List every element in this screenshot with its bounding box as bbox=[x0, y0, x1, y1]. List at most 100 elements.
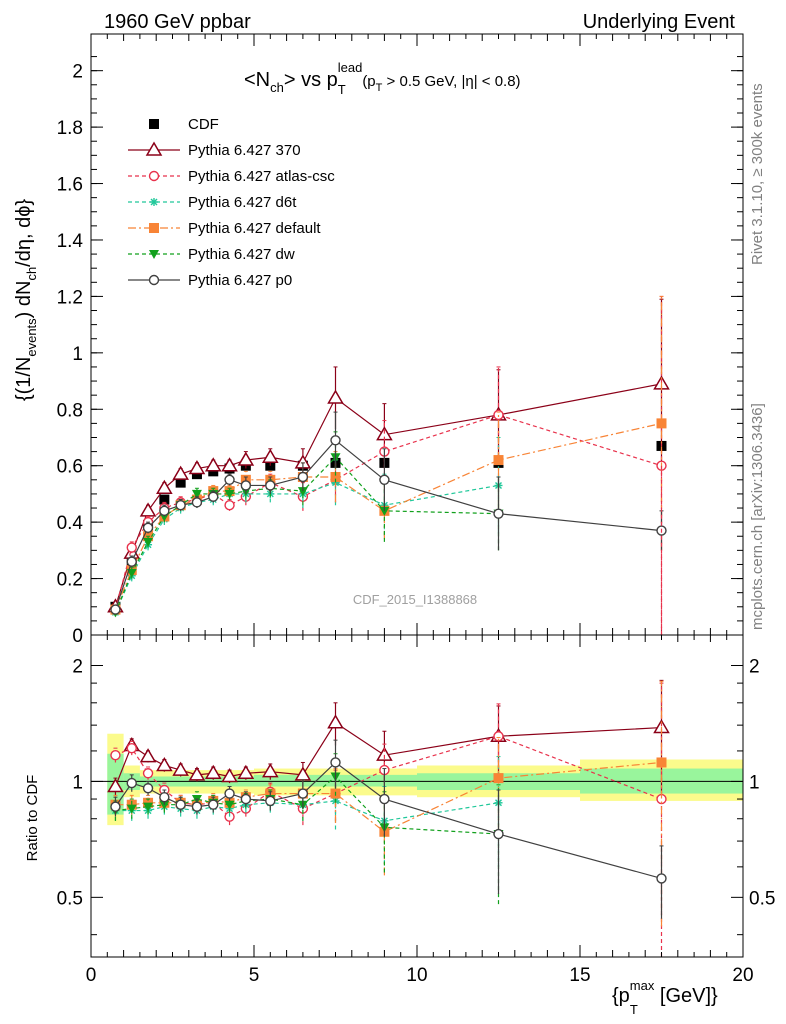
legend-entry: Pythia 6.427 atlas-csc bbox=[128, 168, 335, 185]
main-data-point bbox=[327, 389, 344, 404]
ratio-data-point bbox=[159, 800, 170, 810]
main-data-point bbox=[265, 480, 276, 491]
main-data-point bbox=[204, 457, 222, 472]
ratio-data-point bbox=[156, 756, 173, 772]
main-data-point bbox=[188, 460, 206, 475]
main-data-point bbox=[493, 455, 504, 466]
ratio-data-point bbox=[142, 768, 154, 779]
main-series-4 bbox=[110, 295, 667, 615]
main-data-point bbox=[172, 465, 189, 480]
main-data-point bbox=[126, 542, 137, 553]
main-data-point bbox=[139, 502, 157, 517]
ratio-panel: 0 5 10 15 20 0.5 1 2 0.5 1 2 bbox=[57, 634, 775, 986]
ratio-y-tick-label: 2 bbox=[72, 656, 83, 677]
ratio-data-point bbox=[221, 767, 238, 783]
plot-title-sub: ch bbox=[270, 80, 284, 95]
legend-entry: Pythia 6.427 default bbox=[128, 220, 321, 237]
ratio-series-5 bbox=[110, 739, 667, 919]
main-data-point bbox=[224, 474, 235, 486]
header-right: Underlying Event bbox=[583, 11, 736, 33]
ratio-y-axis-label: Ratio to CDF bbox=[24, 775, 41, 862]
main-data-point bbox=[159, 505, 170, 517]
plot-title-mid: > vs p bbox=[284, 69, 338, 91]
plot-title-cuts-rest: > 0.5 GeV, |η| < 0.8) bbox=[382, 73, 520, 90]
x-tick-label: 5 bbox=[249, 965, 260, 986]
main-y-tick-label: 0 bbox=[72, 626, 83, 647]
xlabel-sup: max bbox=[630, 978, 655, 993]
ratio-data-point bbox=[172, 761, 189, 776]
main-y-tick-label: 1.4 bbox=[57, 231, 84, 252]
main-data-point bbox=[240, 480, 252, 491]
ratio-data-point bbox=[139, 748, 157, 763]
main-y-tick-label: 2 bbox=[72, 62, 83, 83]
main-y-axis-label: {(1/Nevents) dNch/dη, dϕ} bbox=[13, 199, 39, 402]
ratio-data-point bbox=[143, 802, 154, 812]
ylabel-sub1: events bbox=[24, 318, 39, 357]
legend-entry: CDF bbox=[149, 116, 219, 133]
main-data-point bbox=[297, 471, 309, 483]
legend-label: Pythia 6.427 d6t bbox=[188, 194, 297, 211]
main-y-tick-label: 1 bbox=[72, 344, 83, 365]
ratio-data-point bbox=[224, 788, 235, 799]
rivet-label: Rivet 3.1.10, ≥ 300k events bbox=[749, 83, 766, 265]
legend-marker bbox=[149, 250, 159, 259]
ratio-data-point bbox=[376, 746, 393, 761]
x-tick-label: 10 bbox=[406, 965, 427, 986]
main-data-point bbox=[224, 489, 235, 499]
ratio-data-point bbox=[204, 764, 222, 780]
legend-entry: Pythia 6.427 d6t bbox=[128, 194, 297, 211]
main-data-point bbox=[330, 435, 341, 446]
legend-marker bbox=[149, 119, 159, 129]
main-y-tick-label: 1.6 bbox=[57, 175, 83, 196]
main-data-point bbox=[156, 479, 173, 495]
legend-entry: Pythia 6.427 dw bbox=[128, 246, 295, 263]
main-data-point bbox=[237, 451, 255, 466]
legend-marker bbox=[148, 274, 160, 286]
plot-title: <Nch> vs pTlead(pT > 0.5 GeV, |η| < 0.8) bbox=[244, 60, 521, 97]
ylabel-sub2: ch bbox=[24, 267, 39, 281]
ratio-data-point bbox=[224, 800, 235, 810]
x-axis-label: {pTmax [GeV]} bbox=[612, 978, 718, 1017]
main-y-tick-label: 0.8 bbox=[57, 400, 83, 421]
main-data-point bbox=[493, 409, 504, 421]
ratio-data-point bbox=[297, 788, 309, 799]
ratio-y-tick-label: 0.5 bbox=[57, 888, 83, 909]
legend-marker bbox=[149, 223, 159, 233]
ratio-data-point bbox=[237, 764, 255, 780]
ratio-data-point bbox=[330, 757, 341, 768]
ratio-data-point bbox=[126, 777, 137, 789]
ratio-data-point bbox=[142, 783, 154, 794]
legend-entry: Pythia 6.427 370 bbox=[128, 141, 301, 159]
xlabel-p2: [GeV]} bbox=[654, 985, 718, 1007]
plot-title-sub2: T bbox=[338, 82, 346, 97]
main-panel: 0 0.2 0.4 0.6 0.8 1 1.2 1.4 1.6 1.8 2 bbox=[57, 33, 744, 647]
legend-label: Pythia 6.427 default bbox=[188, 220, 321, 237]
ratio-data-point bbox=[188, 766, 206, 781]
ratio-data-point bbox=[126, 804, 137, 814]
main-y-tick-label: 0.2 bbox=[57, 570, 83, 591]
legend-marker bbox=[145, 141, 163, 156]
main-data-point bbox=[208, 491, 219, 502]
ratio-data-point bbox=[327, 714, 344, 729]
ratio-data-point bbox=[493, 828, 504, 840]
x-tick-label: 15 bbox=[569, 965, 590, 986]
ratio-content bbox=[91, 679, 743, 957]
main-data-point bbox=[191, 497, 203, 508]
ratio-data-point bbox=[265, 795, 276, 807]
ratio-data-point bbox=[107, 778, 124, 793]
legend-label: Pythia 6.427 370 bbox=[188, 142, 301, 159]
legend-entry: Pythia 6.427 p0 bbox=[128, 272, 292, 289]
legend-marker bbox=[150, 198, 158, 206]
main-series-5 bbox=[110, 431, 504, 618]
ratio-y-tick-label-right: 0.5 bbox=[749, 888, 775, 909]
main-data-point bbox=[126, 556, 137, 567]
xlabel-p1: {p bbox=[612, 985, 630, 1007]
legend-label: Pythia 6.427 p0 bbox=[188, 272, 292, 289]
xlabel-sub: T bbox=[630, 1002, 638, 1017]
main-data-point bbox=[493, 508, 504, 519]
main-data-point bbox=[297, 487, 308, 497]
main-y-tick-label: 0.4 bbox=[57, 513, 84, 534]
ratio-data-point bbox=[126, 742, 137, 754]
main-y-tick-label: 1.8 bbox=[57, 118, 83, 139]
